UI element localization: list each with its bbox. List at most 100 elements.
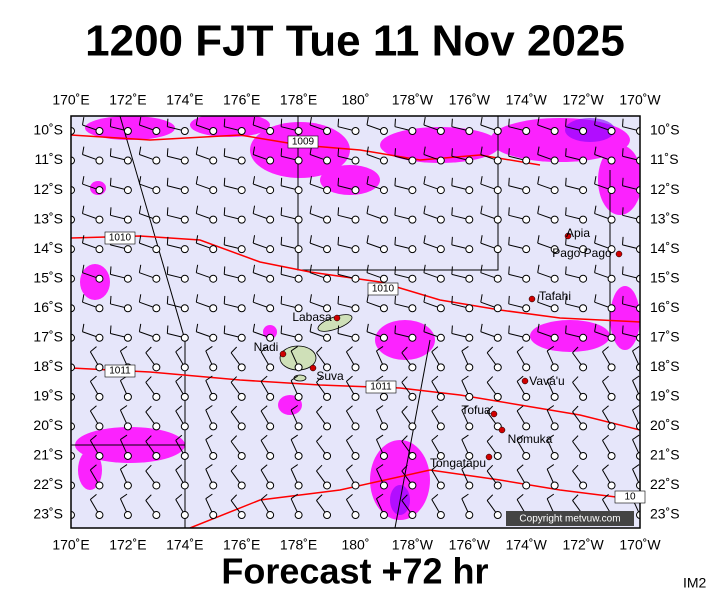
station [180, 511, 189, 520]
station [266, 422, 275, 431]
station [465, 392, 474, 401]
station [607, 481, 616, 490]
barb-feather [546, 434, 555, 440]
barb-feather [431, 405, 439, 412]
lat-label-right: 12˚S [650, 181, 680, 197]
station [379, 511, 388, 520]
lon-label-top: 174˚E [166, 92, 203, 108]
place-label: Labasa [292, 310, 332, 324]
station [323, 422, 332, 431]
barb-feather [565, 148, 567, 157]
station [71, 481, 75, 490]
barb-feather [309, 264, 312, 273]
station [351, 245, 360, 254]
lon-label-bottom: 178˚W [392, 537, 434, 553]
station [436, 304, 445, 313]
station [493, 156, 502, 165]
barb-feather [376, 493, 384, 500]
station [152, 156, 161, 165]
barb-feather [290, 493, 298, 500]
barb-feather [401, 435, 408, 442]
barb-feather [195, 323, 199, 332]
station [351, 363, 360, 372]
station [294, 422, 303, 431]
isobar-label-box [287, 135, 319, 149]
station [636, 245, 640, 254]
station [465, 451, 474, 460]
station [522, 392, 531, 401]
barb-feather [337, 325, 340, 334]
station [579, 422, 588, 431]
barb-feather [451, 236, 453, 245]
barb-feather [175, 405, 183, 412]
isobar-label: 10 [624, 492, 636, 503]
station [579, 156, 588, 165]
barb-feather [290, 375, 298, 381]
barb-feather [166, 207, 169, 216]
station [465, 511, 474, 520]
barb-feather [316, 376, 323, 383]
station [323, 274, 332, 283]
barb-feather [602, 434, 609, 441]
barb-feather [480, 294, 483, 303]
barb-feather [138, 235, 142, 244]
station [123, 215, 132, 224]
barb-feather [166, 236, 169, 245]
station [436, 215, 445, 224]
barb-feather [394, 177, 396, 186]
place-label: Tofua [461, 403, 491, 417]
station [180, 481, 189, 490]
station [550, 156, 559, 165]
lat-label-left: 11˚S [34, 151, 63, 167]
lon-label-top: 170˚W [619, 92, 661, 108]
station [465, 245, 474, 254]
barb-feather [205, 464, 213, 470]
barb-feather [423, 146, 426, 155]
barb-feather [230, 435, 238, 442]
isobar-label-box [104, 231, 136, 245]
station [152, 186, 161, 195]
barb-feather [632, 464, 640, 470]
barb-feather [290, 434, 298, 440]
lat-label-right: 19˚S [650, 388, 680, 404]
lat-label-left: 21˚S [33, 447, 63, 463]
barb-feather [423, 323, 426, 332]
barb-feather [508, 266, 510, 275]
station [323, 333, 332, 342]
barb-feather [252, 117, 256, 126]
barb-feather [508, 325, 510, 334]
station [323, 451, 332, 460]
station [209, 274, 218, 283]
lat-label-right: 14˚S [650, 240, 680, 256]
isobar-label-box [104, 364, 136, 378]
lat-label-left: 12˚S [33, 181, 63, 197]
station [237, 245, 246, 254]
barb-feather [537, 323, 540, 332]
barb-feather [376, 405, 384, 411]
barb-feather [223, 118, 226, 127]
barb-feather [109, 118, 112, 127]
barb-feather [423, 176, 426, 185]
barb-feather [366, 176, 369, 185]
station [294, 392, 303, 401]
station [465, 363, 474, 372]
lat-label-left: 15˚S [33, 269, 63, 285]
barb-feather [337, 236, 340, 245]
station [237, 333, 246, 342]
station [95, 333, 104, 342]
station [180, 274, 189, 283]
barb-feather [260, 346, 268, 353]
station [607, 186, 616, 195]
lon-label-bottom: 176˚E [223, 537, 260, 553]
barb-feather [309, 323, 312, 332]
barb-feather [602, 464, 609, 471]
station [436, 156, 445, 165]
station [379, 422, 388, 431]
barb-feather [175, 434, 183, 441]
barb-feather [394, 148, 396, 157]
barb-feather [546, 375, 555, 381]
barb-feather [537, 235, 540, 244]
station [209, 245, 218, 254]
barb-feather [120, 493, 128, 500]
station [71, 274, 75, 283]
